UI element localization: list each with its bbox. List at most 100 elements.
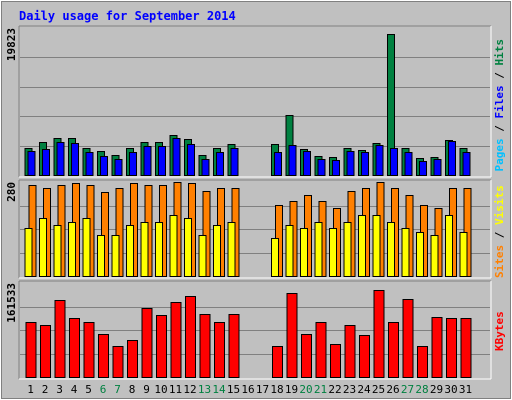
x-tick-label: 7 bbox=[114, 383, 121, 396]
bar-files-day-7 bbox=[114, 159, 123, 176]
legend-text: KBytes bbox=[493, 311, 506, 351]
bar-kbytes-day-27 bbox=[402, 299, 414, 378]
bar-kbytes-day-11 bbox=[170, 302, 182, 378]
x-tick-label: 2 bbox=[42, 383, 49, 396]
bar-files-day-20 bbox=[303, 151, 311, 176]
x-tick-label: 4 bbox=[71, 383, 78, 396]
x-tick-label: 23 bbox=[343, 383, 356, 396]
x-tick-label: 12 bbox=[183, 383, 196, 396]
legend-item-files: Files bbox=[493, 85, 506, 118]
bar-files-day-10 bbox=[158, 146, 166, 176]
x-tick-label: 15 bbox=[227, 383, 240, 396]
bar-visits-day-18 bbox=[271, 238, 279, 277]
bar-files-day-15 bbox=[230, 148, 239, 176]
bar-files-day-23 bbox=[346, 151, 355, 176]
bar-files-day-2 bbox=[42, 149, 50, 176]
bar-visits-day-23 bbox=[343, 222, 352, 277]
bar-files-day-6 bbox=[100, 156, 108, 176]
legend-hits: Pages / Files / Hits bbox=[493, 39, 506, 172]
bar-kbytes-day-13 bbox=[199, 314, 211, 378]
bar-kbytes-day-12 bbox=[185, 296, 196, 378]
bar-kbytes-day-26 bbox=[388, 322, 399, 378]
bar-visits-day-22 bbox=[329, 228, 337, 277]
x-tick-label: 17 bbox=[256, 383, 269, 396]
bar-visits-day-24 bbox=[358, 215, 366, 277]
bar-kbytes-day-10 bbox=[156, 315, 167, 378]
bar-kbytes-day-15 bbox=[228, 314, 240, 378]
bar-kbytes-day-3 bbox=[54, 300, 66, 378]
x-tick-label: 18 bbox=[270, 383, 283, 396]
bar-files-day-14 bbox=[216, 152, 224, 176]
bar-visits-day-4 bbox=[68, 222, 76, 277]
x-tick-label: 6 bbox=[100, 383, 107, 396]
bar-visits-day-6 bbox=[97, 235, 105, 277]
bar-files-day-31 bbox=[462, 152, 471, 176]
x-tick-label: 11 bbox=[169, 383, 182, 396]
x-tick-label: 14 bbox=[212, 383, 226, 396]
x-tick-label: 20 bbox=[299, 383, 312, 396]
bar-visits-day-8 bbox=[126, 225, 134, 277]
bar-files-day-29 bbox=[433, 159, 442, 176]
x-tick-label: 21 bbox=[314, 383, 327, 396]
bar-visits-day-19 bbox=[285, 225, 294, 277]
legend-separator: / bbox=[493, 66, 506, 86]
bar-files-day-12 bbox=[187, 144, 195, 176]
bar-visits-day-28 bbox=[416, 232, 424, 277]
legend-separator: / bbox=[493, 119, 506, 139]
x-tick-label: 27 bbox=[401, 383, 414, 396]
bar-kbytes-day-31 bbox=[460, 318, 472, 378]
bar-files-day-13 bbox=[201, 159, 210, 176]
bar-files-day-4 bbox=[71, 143, 79, 176]
bar-kbytes-day-8 bbox=[127, 340, 138, 378]
bar-visits-day-14 bbox=[213, 225, 221, 277]
legend-item-hits: Hits bbox=[493, 39, 506, 66]
x-tick-label: 30 bbox=[444, 383, 457, 396]
bar-files-day-22 bbox=[332, 160, 340, 176]
bar-files-day-21 bbox=[317, 159, 326, 176]
x-tick-label: 19 bbox=[285, 383, 298, 396]
x-tick-label: 22 bbox=[328, 383, 341, 396]
bar-visits-day-5 bbox=[82, 218, 91, 277]
bar-visits-day-29 bbox=[430, 235, 439, 277]
bar-files-day-1 bbox=[27, 151, 36, 176]
x-tick-label: 24 bbox=[357, 383, 371, 396]
panel-hits: 19823 bbox=[5, 25, 492, 178]
legend-text: Sites / Visits bbox=[493, 185, 506, 278]
bar-visits-day-30 bbox=[445, 215, 453, 277]
bar-kbytes-day-24 bbox=[359, 335, 370, 378]
bar-kbytes-day-25 bbox=[373, 290, 385, 378]
bar-kbytes-day-28 bbox=[417, 346, 428, 378]
legend-item-sites: Sites bbox=[493, 245, 506, 278]
legend-item-kbytes: KBytes bbox=[493, 311, 506, 351]
chart-title: Daily usage for September 2014 bbox=[19, 9, 236, 23]
legend-separator: / bbox=[493, 225, 506, 245]
bar-visits-day-15 bbox=[227, 222, 236, 277]
x-tick-label: 29 bbox=[430, 383, 443, 396]
bar-visits-day-2 bbox=[39, 218, 47, 277]
bar-kbytes-day-5 bbox=[83, 322, 95, 378]
bar-files-day-8 bbox=[129, 152, 137, 176]
legend-kbytes: KBytes bbox=[493, 311, 506, 351]
x-tick-label: 8 bbox=[129, 383, 136, 396]
bar-visits-day-3 bbox=[53, 225, 62, 277]
bar-kbytes-day-21 bbox=[315, 322, 327, 378]
y-max-label: 161533 bbox=[5, 283, 18, 323]
bar-kbytes-day-29 bbox=[431, 317, 443, 378]
bar-kbytes-day-1 bbox=[25, 322, 37, 378]
bar-files-day-24 bbox=[361, 152, 369, 176]
x-tick-label: 5 bbox=[85, 383, 92, 396]
bar-files-day-11 bbox=[172, 138, 181, 176]
bar-files-day-30 bbox=[448, 141, 456, 176]
bar-kbytes-day-7 bbox=[112, 346, 124, 378]
bar-kbytes-day-18 bbox=[272, 346, 283, 378]
bar-kbytes-day-20 bbox=[301, 334, 312, 378]
bar-files-day-19 bbox=[288, 145, 297, 176]
bar-kbytes-day-14 bbox=[214, 322, 225, 378]
bar-kbytes-day-9 bbox=[141, 308, 153, 378]
y-max-label: 280 bbox=[5, 182, 18, 202]
bar-kbytes-day-23 bbox=[344, 325, 356, 378]
bar-files-day-26 bbox=[390, 148, 398, 176]
bar-visits-day-21 bbox=[314, 222, 323, 277]
x-tick-label: 28 bbox=[415, 383, 428, 396]
